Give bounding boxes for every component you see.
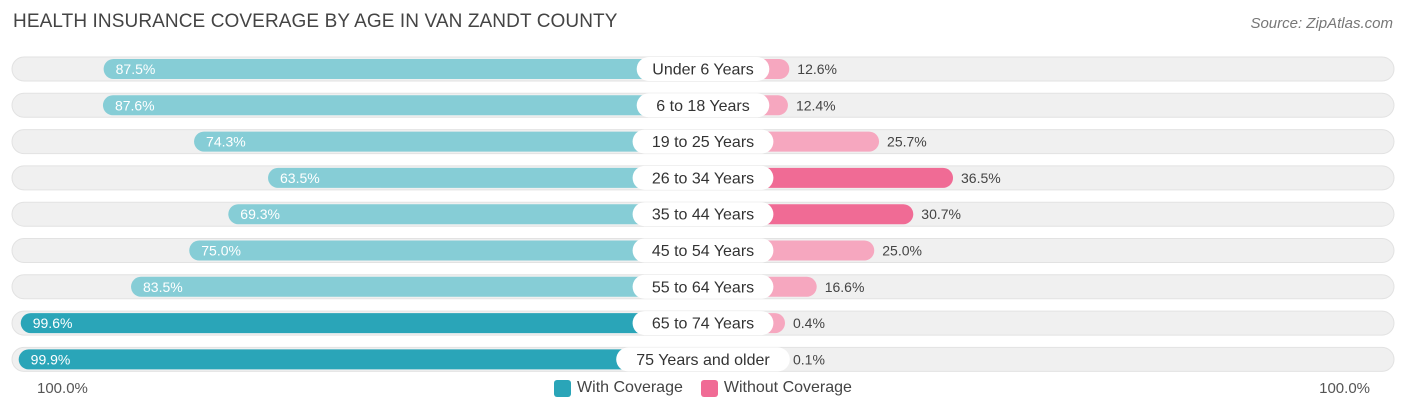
category-label: 35 to 44 Years xyxy=(652,207,754,224)
value-label-without-coverage: 0.1% xyxy=(793,351,825,367)
legend-item-without-coverage[interactable]: Without Coverage xyxy=(700,379,852,397)
value-label-with-coverage: 74.3% xyxy=(206,134,246,150)
value-label-without-coverage: 36.5% xyxy=(961,170,1001,186)
value-label-with-coverage: 69.3% xyxy=(240,206,280,222)
category-pill xyxy=(632,202,774,227)
value-label-without-coverage: 0.4% xyxy=(793,315,825,331)
legend-item-with-coverage[interactable]: With Coverage xyxy=(554,379,683,397)
category-label: Under 6 Years xyxy=(652,62,753,79)
bar-with-coverage xyxy=(194,131,714,152)
bar-row: 69.3% 30.7% 35 to 44 Years xyxy=(11,201,1395,227)
source-label: Source: ZipAtlas.com xyxy=(1250,15,1393,32)
bar-row: 99.6% 0.4% 65 to 74 Years xyxy=(11,310,1395,336)
chart-title: HEALTH INSURANCE COVERAGE BY AGE IN VAN … xyxy=(13,11,618,32)
bar-row: 99.9% 0.1% 75 Years and older xyxy=(11,346,1395,372)
legend-swatch-without-coverage xyxy=(700,379,718,397)
axis-right-label: 100.0% xyxy=(1319,380,1370,397)
bar-with-coverage xyxy=(189,240,713,261)
category-label: 6 to 18 Years xyxy=(656,98,749,115)
value-label-with-coverage: 63.5% xyxy=(280,170,320,186)
bar-with-coverage xyxy=(18,349,714,370)
category-pill xyxy=(632,311,774,336)
bar-with-coverage xyxy=(131,276,713,297)
category-pill xyxy=(632,274,774,299)
bar-row: 83.5% 16.6% 55 to 64 Years xyxy=(11,274,1395,300)
axis-left-label: 100.0% xyxy=(37,380,88,397)
bar-with-coverage xyxy=(103,59,713,79)
value-label-with-coverage: 87.5% xyxy=(116,61,156,77)
value-label-without-coverage: 12.6% xyxy=(797,61,837,77)
value-label-with-coverage: 99.6% xyxy=(33,315,73,331)
bar-with-coverage xyxy=(268,167,713,188)
category-label: 26 to 34 Years xyxy=(652,170,754,187)
category-pill xyxy=(632,165,774,190)
category-pill xyxy=(632,238,774,263)
category-label: 65 to 74 Years xyxy=(652,316,754,333)
category-pill xyxy=(636,57,770,81)
bar-row: 63.5% 36.5% 26 to 34 Years xyxy=(11,165,1395,191)
category-label: 45 to 54 Years xyxy=(652,243,754,260)
category-pill xyxy=(636,93,770,118)
value-label-with-coverage: 87.6% xyxy=(115,97,155,113)
value-label-with-coverage: 99.9% xyxy=(31,351,71,367)
bar-with-coverage xyxy=(20,313,714,334)
category-label: 55 to 64 Years xyxy=(652,279,754,296)
value-label-with-coverage: 75.0% xyxy=(201,243,241,259)
bar-row: 75.0% 25.0% 45 to 54 Years xyxy=(11,238,1395,263)
legend: With Coverage Without Coverage xyxy=(0,379,1406,397)
category-label: 19 to 25 Years xyxy=(652,134,754,151)
bar-with-coverage xyxy=(102,95,713,116)
value-label-without-coverage: 25.0% xyxy=(882,243,922,259)
bar-row: 87.6% 12.4% 6 to 18 Years xyxy=(11,92,1395,118)
legend-label-without-coverage: Without Coverage xyxy=(723,379,852,396)
category-pill xyxy=(616,347,790,372)
bar-row: 74.3% 25.7% 19 to 25 Years xyxy=(11,129,1395,155)
value-label-with-coverage: 83.5% xyxy=(143,279,183,295)
bar-with-coverage xyxy=(228,204,714,225)
chart-plot: 87.5% 12.6% Under 6 Years 87.6% 12.4% 6 to 18… xyxy=(11,56,1395,372)
legend-label-with-coverage: With Coverage xyxy=(577,379,683,396)
value-label-without-coverage: 25.7% xyxy=(887,134,927,150)
bar-row: 87.5% 12.6% Under 6 Years xyxy=(11,56,1395,82)
legend-swatch-with-coverage xyxy=(554,379,572,397)
category-pill xyxy=(632,129,774,154)
category-label: 75 Years and older xyxy=(636,352,770,369)
value-label-without-coverage: 30.7% xyxy=(921,206,961,222)
value-label-without-coverage: 16.6% xyxy=(825,279,865,295)
value-label-without-coverage: 12.4% xyxy=(796,97,836,113)
